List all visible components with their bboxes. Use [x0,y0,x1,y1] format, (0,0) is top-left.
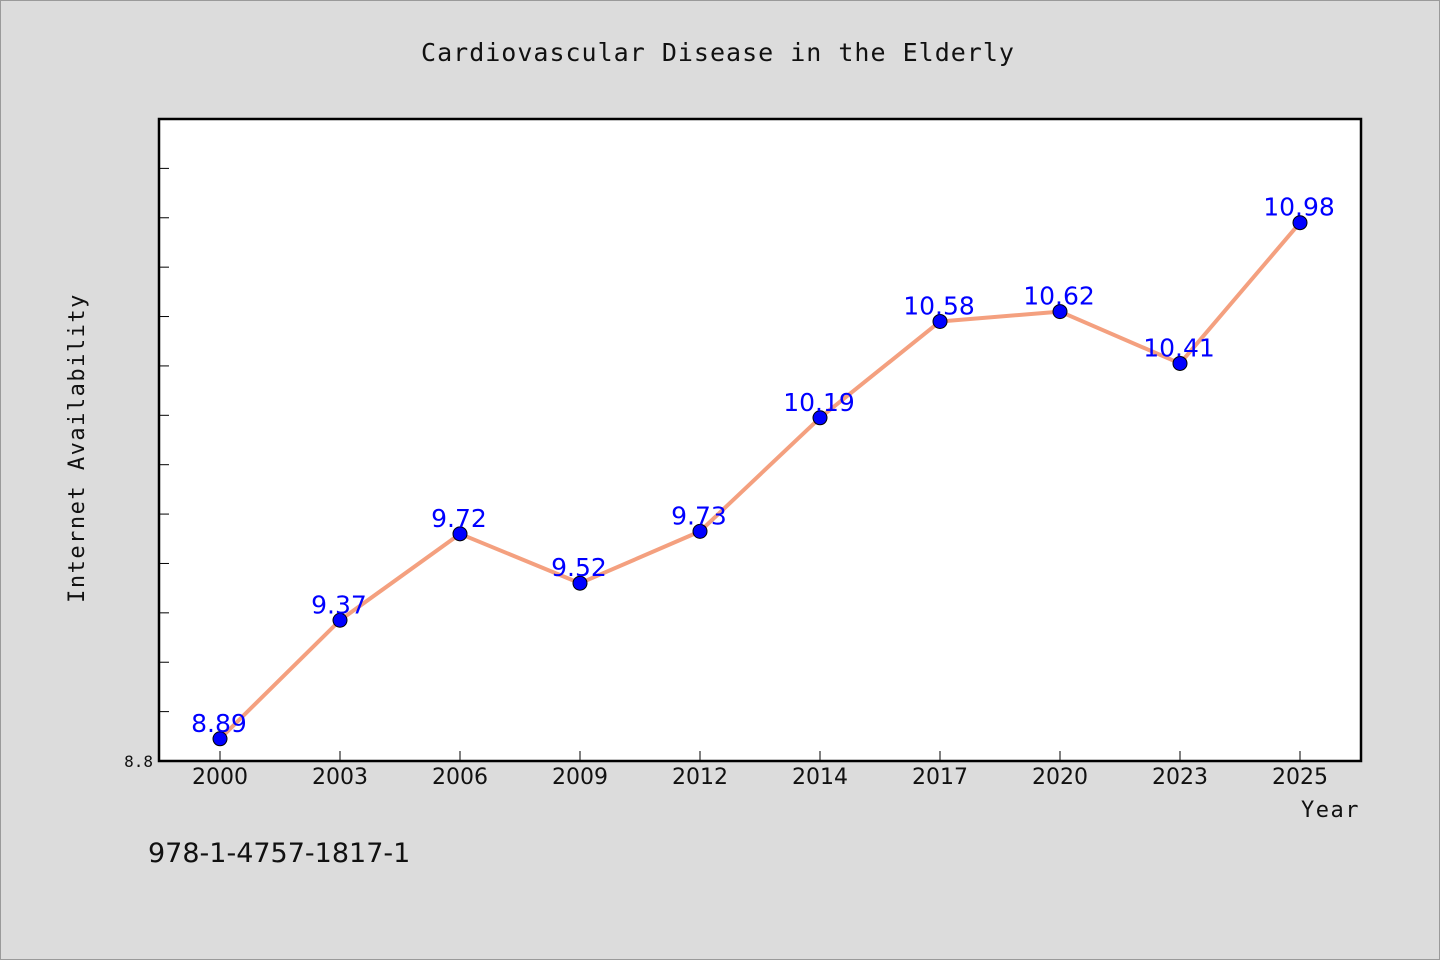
data-label: 9.73 [671,501,727,530]
series-line [218,221,1302,741]
x-tick-label: 2012 [672,765,728,790]
x-axis-label: Year [1301,798,1360,823]
data-point [452,526,468,542]
x-axis-ticks: 2000 2003 2006 2009 2012 2014 2017 2020 2023 2025 [192,751,1328,790]
data-point [692,523,708,539]
data-point [932,313,948,329]
data-label: 10.19 [783,388,855,417]
data-label: 8.89 [191,709,247,738]
data-label: 9.37 [311,590,367,619]
data-point [572,575,588,591]
series-layer: 8.89 9.37 9.72 9.52 9.73 10.19 10.58 10.62 10.41… [191,193,1335,747]
footer-id-text: 978-1-4757-1817-1 [148,838,410,869]
chart-title: Cardiovascular Disease in the Elderly [421,38,1015,67]
x-tick-label: 2009 [552,765,608,790]
y-tick-label: 8.8 [124,752,153,771]
data-label: 9.72 [431,504,487,533]
data-label: 10.62 [1023,282,1095,311]
x-tick-label: 2014 [792,765,848,790]
y-axis-label: Internet Availability [65,293,90,603]
x-tick-label: 2017 [912,765,968,790]
y-axis-ticks: 8.8 [124,167,169,771]
x-tick-label: 2025 [1272,765,1328,790]
x-tick-label: 2000 [192,765,248,790]
data-point [332,612,348,628]
x-tick-label: 2023 [1152,765,1208,790]
plot-area [157,117,1363,763]
data-point [812,410,828,426]
data-label: 10.41 [1143,333,1215,362]
data-label: 9.52 [551,553,607,582]
data-point [212,731,228,747]
data-point [1292,215,1308,231]
data-label: 10.58 [903,291,975,320]
data-label: 10.98 [1263,193,1335,222]
x-tick-label: 2003 [312,765,368,790]
data-point [1052,304,1068,320]
data-point [1172,355,1188,371]
x-tick-label: 2006 [432,765,488,790]
x-tick-label: 2020 [1032,765,1088,790]
